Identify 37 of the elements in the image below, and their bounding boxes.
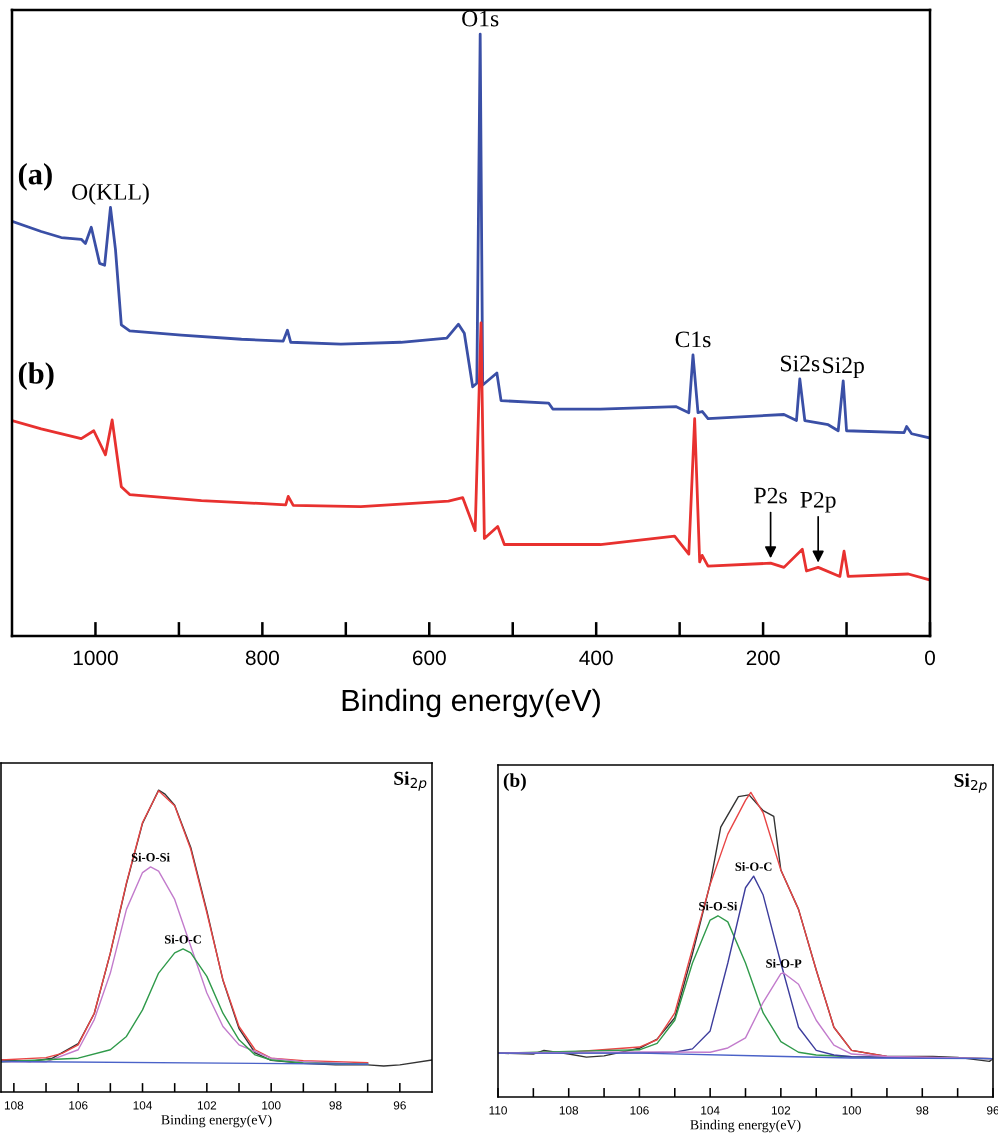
- x-axis-title: Binding energy(eV): [342, 688, 600, 718]
- x-tick-label: 100: [262, 1101, 281, 1110]
- text: (b): [503, 773, 526, 791]
- x-tick-label: 100: [842, 1106, 861, 1115]
- x-tick-label: 200: [746, 650, 780, 666]
- x-tick-label: 1000: [73, 650, 118, 666]
- x-tick-label: 0: [925, 650, 935, 666]
- x-tick-label: 102: [197, 1101, 217, 1110]
- annotation: O(KLL): [72, 183, 149, 205]
- x-tick-label: 104: [701, 1106, 720, 1115]
- x-axis-title: Binding energy(eV): [690, 1119, 801, 1133]
- annotation: P2s: [754, 487, 787, 504]
- x-tick-label: 96: [393, 1101, 406, 1110]
- x-tick-label: 98: [329, 1101, 342, 1110]
- x-tick-label: 110: [489, 1106, 507, 1115]
- annotation: C1s: [675, 331, 711, 348]
- annotation: Si$_{2p}$: [394, 771, 427, 791]
- annotation: P2p: [800, 491, 836, 513]
- x-axis-title: Binding energy(eV): [161, 1114, 272, 1128]
- x-tick-label: 104: [133, 1101, 153, 1110]
- x-tick-label: 108: [559, 1106, 579, 1115]
- x-tick-label: 98: [916, 1106, 929, 1115]
- x-tick-label: 102: [771, 1106, 791, 1115]
- x-tick-label: 106: [69, 1101, 88, 1110]
- annotation: Si-O-C: [735, 862, 772, 871]
- x-tick-label: 108: [4, 1101, 24, 1110]
- x-tick-label: 106: [630, 1106, 649, 1115]
- x-tick-label: 400: [579, 650, 613, 666]
- series-label: (b): [18, 362, 54, 390]
- annotation: Si2s: [781, 355, 820, 372]
- annotation: Si2p: [823, 357, 864, 379]
- annotation: O1s: [462, 10, 499, 27]
- series-label: (a): [18, 163, 52, 191]
- annotation: Si-O-C: [164, 934, 201, 944]
- x-tick-label: 600: [412, 650, 446, 666]
- annotation: Si$_{2p}$: [954, 773, 987, 793]
- x-tick-label: 800: [245, 650, 279, 666]
